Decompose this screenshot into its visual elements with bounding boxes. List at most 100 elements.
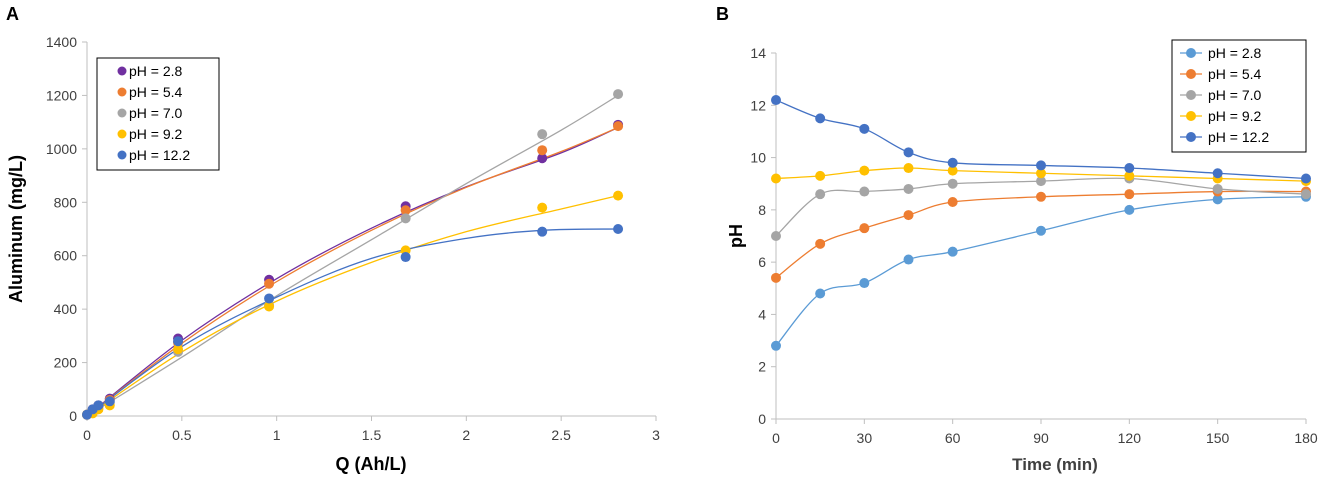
chart-b-x-tick-label: 90 <box>1033 430 1049 446</box>
chart-b-series-4-point <box>903 147 914 158</box>
chart-b-series-4-point <box>1124 163 1135 174</box>
chart-a-y-tick-label: 1400 <box>46 34 77 50</box>
chart-b-y-tick-label: 14 <box>750 45 766 61</box>
chart-a-y-tick-label: 400 <box>54 301 78 317</box>
chart-b-legend-marker-0 <box>1186 48 1196 58</box>
chart-b-series-0-point <box>947 246 958 257</box>
chart-b-series-1-point <box>771 272 781 283</box>
chart-a-y-tick-label: 600 <box>54 248 78 264</box>
chart-b-series-3-point <box>947 165 958 176</box>
chart-b-series-0-point <box>1124 204 1135 215</box>
panel-a-label: A <box>6 4 19 24</box>
chart-a-series-3-point <box>173 344 184 355</box>
chart-a-series-2-point <box>613 89 624 100</box>
chart-b-legend-marker-2 <box>1186 90 1196 100</box>
chart-b-series-4-point <box>771 95 781 106</box>
chart-b-legend-label-3: pH = 9.2 <box>1208 108 1262 124</box>
chart-b-series-line-2 <box>775 177 1307 237</box>
chart-a-legend-label-3: pH = 9.2 <box>129 126 183 142</box>
chart-b-x-tick-label: 120 <box>1118 430 1142 446</box>
chart-a-x-tick-label: 0 <box>83 427 91 443</box>
chart-a-x-tick-label: 2.5 <box>551 427 571 443</box>
chart-a-series-1-point <box>537 145 548 156</box>
chart-b-series-line-1 <box>775 190 1307 279</box>
chart-b-x-tick-label: 150 <box>1206 430 1230 446</box>
chart-b-y-tick-label: 6 <box>758 254 766 270</box>
chart-a-series-4-point <box>537 226 548 237</box>
chart-a-y-axis-title: Aluminum (mg/L) <box>6 155 26 303</box>
chart-b-legend-marker-1 <box>1186 69 1196 79</box>
chart-b-series-3-point <box>1036 168 1046 179</box>
chart-b-series-4-point <box>815 113 826 124</box>
chart-a-series-4-point <box>93 400 104 411</box>
chart-a-series-1-point <box>400 205 411 216</box>
chart-b-x-tick-label: 0 <box>772 430 780 446</box>
chart-a-legend-label-4: pH = 12.2 <box>129 147 190 163</box>
chart-b-y-tick-label: 4 <box>758 306 766 322</box>
chart-a-y-tick-label: 200 <box>54 355 78 371</box>
chart-b-series-line-3 <box>775 167 1307 182</box>
chart-b-legend-label-1: pH = 5.4 <box>1208 66 1262 82</box>
chart-b-legend-label-0: pH = 2.8 <box>1208 45 1262 61</box>
chart-b-legend-marker-3 <box>1186 111 1196 121</box>
chart-b-series-2-point <box>903 183 914 194</box>
chart-b-y-tick-label: 10 <box>750 150 766 166</box>
chart-a-series-line-4 <box>86 228 619 417</box>
chart-a-series-4-point <box>400 252 411 263</box>
chart-b-x-tick-label: 30 <box>857 430 873 446</box>
chart-a-series-2-point <box>537 129 548 140</box>
chart-a-series-0-point <box>537 153 548 164</box>
chart-b-series-4-point <box>1301 173 1311 184</box>
chart-a-series-line-2 <box>86 94 619 417</box>
chart-b-legend-label-4: pH = 12.2 <box>1208 129 1269 145</box>
chart-a-legend-marker-0 <box>117 66 127 76</box>
chart-b-y-tick-label: 12 <box>750 97 766 113</box>
chart-b-series-0-point <box>859 278 870 289</box>
chart-a-series-4-point <box>104 396 115 407</box>
chart-b-series-3-point <box>903 163 914 174</box>
chart-b-legend: pH = 2.8 pH = 5.4 pH = 7.0 pH = 9.2 pH = 12.… <box>1171 39 1307 153</box>
chart-b-series-1-point <box>1036 191 1046 202</box>
chart-a-x-tick-label: 1.5 <box>362 427 382 443</box>
chart-b-x-tick-label: 60 <box>945 430 961 446</box>
chart-b-series-4-point <box>947 157 958 168</box>
chart-b-series-4-point <box>1036 160 1046 171</box>
chart-b-y-axis-title: pH <box>726 224 746 248</box>
chart-b-series-line-0 <box>775 196 1307 347</box>
chart-b-x-tick-label: 180 <box>1294 430 1318 446</box>
chart-b-series-4-point <box>859 123 870 134</box>
chart-b-series-2-point <box>771 231 781 241</box>
chart-a-series-4-point <box>613 224 624 234</box>
chart-b-y-tick-label: 0 <box>758 411 766 427</box>
chart-b: 0 30 60 90 120 150 180 0 2 4 6 8 10 12 14 Time (min) pH p… <box>726 39 1318 474</box>
chart-b-series-2-point <box>1212 183 1223 194</box>
chart-b-series-1-point <box>815 238 826 249</box>
chart-b-series-3-point <box>859 165 870 176</box>
chart-a-x-tick-label: 0.5 <box>172 427 192 443</box>
chart-a-y-tick-label: 1000 <box>46 141 77 157</box>
chart-b-series-3-point <box>815 170 826 181</box>
chart-b-series-2-point <box>1301 189 1311 200</box>
chart-b-series-4-point <box>1212 168 1223 179</box>
chart-a-y-tick-label: 800 <box>54 194 78 210</box>
chart-a-series-3-point <box>264 301 275 312</box>
chart-a-series-line-0 <box>86 126 619 417</box>
chart-b-series-line-4 <box>775 99 1307 180</box>
chart-b-series-1-point <box>1124 189 1135 200</box>
chart-a: 0 0.5 1 1.5 2 2.5 3 0 200 400 600 800 1000 1200 1400 Q … <box>6 34 660 474</box>
chart-b-series-0-point <box>815 288 826 299</box>
chart-a-legend-label-0: pH = 2.8 <box>129 63 183 79</box>
chart-b-legend-marker-4 <box>1186 132 1196 142</box>
chart-a-legend-marker-1 <box>117 87 127 97</box>
chart-b-series-3-point <box>1124 170 1135 181</box>
chart-a-legend: pH = 2.8 pH = 5.4 pH = 7.0 pH = 9.2 pH = 12.… <box>96 57 220 171</box>
chart-b-series-0-point <box>1036 225 1046 236</box>
chart-b-y-tick-label: 2 <box>758 359 766 375</box>
chart-b-y-tick-label: 8 <box>758 202 766 218</box>
chart-a-series-3-point <box>613 190 624 201</box>
chart-a-x-tick-label: 2 <box>462 427 470 443</box>
chart-a-series-1-point <box>264 278 275 289</box>
chart-a-x-tick-label: 3 <box>652 427 660 443</box>
chart-a-series-4-point <box>173 336 184 347</box>
